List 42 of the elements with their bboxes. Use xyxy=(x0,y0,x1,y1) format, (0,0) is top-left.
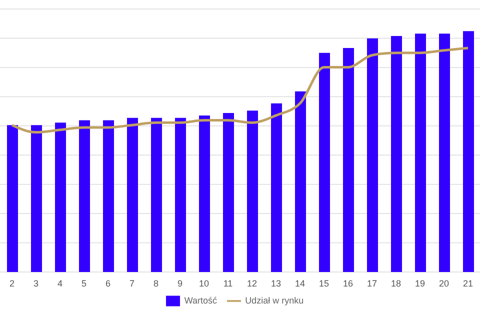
bar xyxy=(199,115,210,272)
bar xyxy=(127,118,138,272)
x-tick-label: 3 xyxy=(33,278,39,288)
x-tick-label: 17 xyxy=(366,278,378,288)
x-tick-label: 19 xyxy=(414,278,426,288)
bar xyxy=(391,36,402,272)
x-tick-label: 10 xyxy=(198,278,210,288)
x-tick-label: 4 xyxy=(57,278,63,288)
bar xyxy=(103,120,114,272)
x-tick-label: 13 xyxy=(270,278,282,288)
x-tick-label: 18 xyxy=(390,278,402,288)
legend-label: Udział w rynku xyxy=(245,295,304,306)
bar xyxy=(271,103,282,272)
x-tick-label: 16 xyxy=(342,278,354,288)
x-tick-label: 6 xyxy=(105,278,111,288)
x-tick-label: 2 xyxy=(9,278,15,288)
x-tick-label: 8 xyxy=(153,278,159,288)
bar xyxy=(7,125,18,272)
x-tick-label: 21 xyxy=(462,278,474,288)
legend-label: Wartość xyxy=(184,295,218,306)
x-tick-label: 11 xyxy=(223,278,233,288)
bar xyxy=(223,113,234,272)
x-tick-label: 7 xyxy=(129,278,135,288)
x-tick-label: 9 xyxy=(177,278,183,288)
bar xyxy=(151,118,162,272)
x-tick-label: 12 xyxy=(246,278,258,288)
x-tick-label: 14 xyxy=(294,278,306,288)
x-tick-label: 15 xyxy=(318,278,330,288)
bar xyxy=(343,48,354,272)
x-tick-label: 5 xyxy=(81,278,87,288)
bar xyxy=(463,31,474,272)
bar xyxy=(31,125,42,272)
bar xyxy=(55,122,66,272)
bar xyxy=(367,38,378,272)
bar xyxy=(415,34,426,272)
x-tick-label: 20 xyxy=(438,278,450,288)
bar xyxy=(247,110,258,272)
bar xyxy=(79,120,90,272)
bar xyxy=(439,34,450,272)
bar xyxy=(295,91,306,272)
bar xyxy=(319,52,330,272)
bar xyxy=(175,118,186,272)
